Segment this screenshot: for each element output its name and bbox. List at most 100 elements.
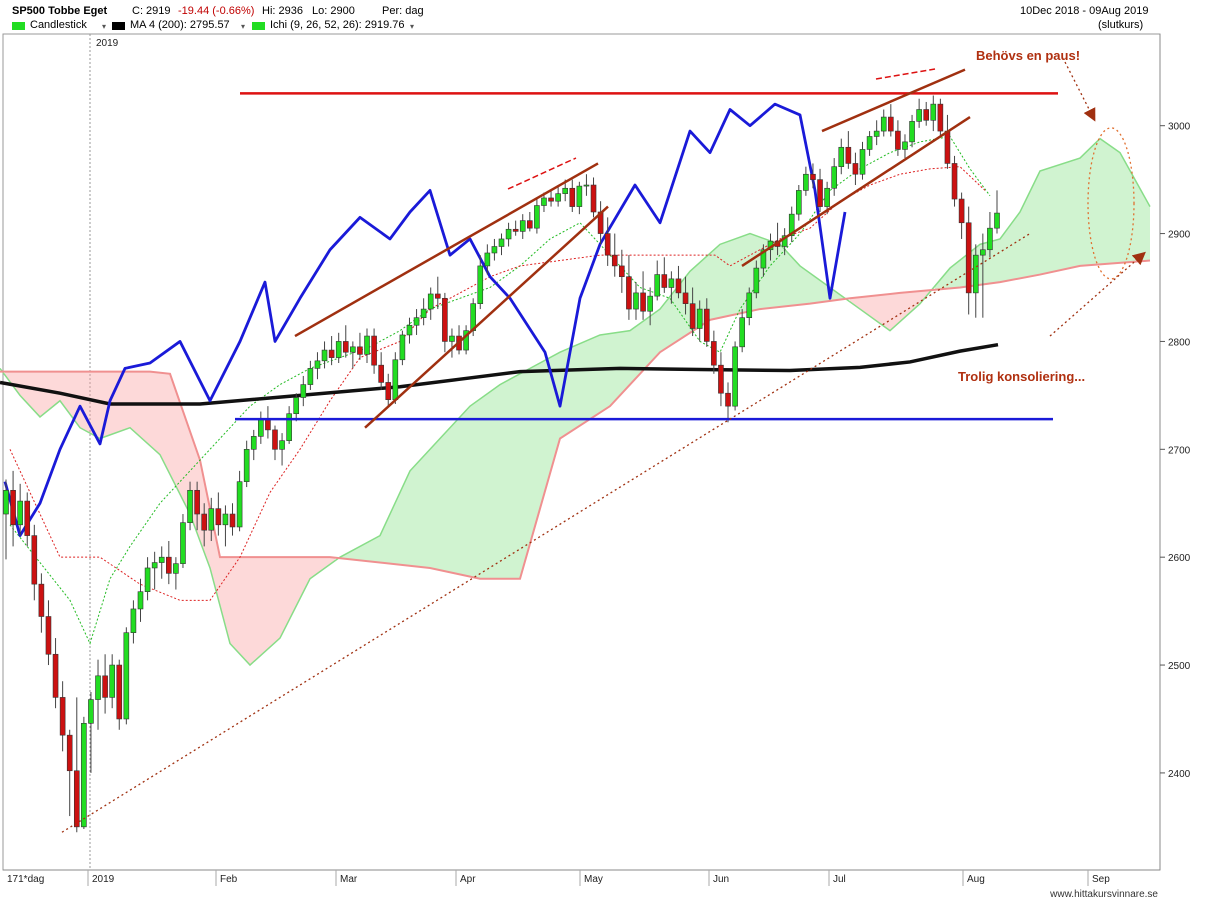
candle-down	[944, 130, 951, 164]
candle-down	[434, 293, 441, 299]
high-value: Hi: 2936	[262, 5, 303, 17]
candle-down	[442, 297, 448, 342]
candle-down	[689, 303, 696, 329]
candle-up	[427, 293, 434, 310]
candle-down	[45, 616, 52, 655]
cloud-green-area	[935, 138, 1150, 290]
candle-down	[923, 109, 930, 121]
candle-up	[987, 227, 993, 251]
candle-up	[562, 187, 569, 194]
candle-down	[10, 489, 16, 526]
candle-up	[463, 330, 469, 351]
x-tick-label: Aug	[967, 874, 985, 885]
candle-down	[817, 179, 823, 207]
y-tick-label: 2700	[1168, 445, 1191, 456]
candle-down	[611, 254, 618, 267]
candle-down	[640, 292, 646, 312]
candle-up	[873, 130, 880, 137]
candle-up	[279, 440, 285, 450]
senkou-a-line	[0, 137, 1151, 667]
candle-up	[137, 591, 144, 610]
candle-down	[852, 163, 859, 175]
candle-up	[477, 265, 484, 304]
target-ellipse	[1087, 127, 1135, 280]
candle-up	[647, 295, 653, 312]
candle-up	[151, 562, 158, 569]
candle-down	[965, 222, 972, 294]
candle-down	[845, 146, 852, 164]
candle-up	[880, 116, 887, 132]
cloud-green-area	[340, 233, 845, 579]
candle-up	[831, 166, 837, 189]
candle-up	[321, 349, 328, 362]
candle-up	[633, 292, 639, 310]
candle-up	[109, 664, 115, 698]
chikou-line	[3, 102, 847, 537]
candle-down	[604, 233, 611, 256]
legend-swatch-ichimoku	[252, 22, 265, 30]
annotation-consolidation: Trolig konsoliering...	[958, 369, 1085, 384]
candle-up	[824, 187, 830, 207]
legend-dropdown-icon[interactable]: ▾	[102, 22, 107, 31]
x-tick-label: Apr	[460, 874, 476, 885]
legend-dropdown-icon[interactable]: ▾	[410, 22, 415, 31]
trend-channel-line	[294, 162, 599, 338]
candle-up	[491, 246, 498, 254]
candle-up	[293, 397, 300, 415]
candle-up	[980, 249, 986, 256]
candle-up	[788, 213, 795, 237]
y-tick-label: 2800	[1168, 337, 1191, 348]
trend-channel-line	[364, 205, 609, 429]
ichimoku-cloud	[0, 137, 1151, 667]
candle-down	[328, 349, 335, 358]
candle-up	[916, 109, 922, 122]
trend-channel-line	[821, 68, 966, 133]
candle-up	[406, 324, 413, 336]
candle-up	[335, 341, 342, 358]
candle-up	[534, 205, 540, 229]
peak-marker-line	[875, 68, 936, 80]
y-tick-label: 2900	[1168, 230, 1191, 241]
candle-down	[661, 274, 668, 288]
candle-down	[937, 103, 944, 132]
candle-down	[166, 556, 172, 574]
candle-up	[541, 197, 547, 206]
legend-dropdown-icon[interactable]: ▾	[241, 22, 246, 31]
candle-up	[760, 249, 767, 269]
trend-channel-line	[741, 116, 971, 267]
candle-up	[350, 346, 356, 353]
candle-up	[583, 184, 590, 187]
candle-down	[548, 197, 554, 202]
candle-down	[215, 508, 222, 526]
chart-header: SP500 Tobbe Eget C: 2919 -19.44 (-0.66%)…	[0, 0, 1160, 34]
period-value: Per: dag	[382, 5, 424, 17]
candle-up	[420, 308, 427, 319]
candle-down	[590, 184, 597, 213]
date-range: 10Dec 2018 - 09Aug 2019	[1020, 5, 1149, 17]
y-axis: 2400 2500 2600 2700 2800 2900 3000	[1159, 34, 1191, 870]
candle-up	[187, 489, 193, 523]
candle-up	[258, 418, 264, 437]
footer-url[interactable]: www.hittakursvinnare.se	[1050, 889, 1158, 900]
candle-up	[484, 252, 491, 267]
x-tick-label: Jun	[713, 874, 729, 885]
chart-title: SP500 Tobbe Eget	[12, 5, 108, 17]
candle-down	[951, 163, 958, 200]
candle-down	[59, 697, 66, 736]
candle-up	[81, 722, 87, 828]
candle-up	[795, 190, 802, 215]
change-value: -19.44 (-0.66%)	[178, 5, 255, 17]
candle-up	[236, 481, 243, 528]
cloud-red-area	[850, 290, 930, 331]
candle-up	[286, 413, 292, 441]
candle-up	[696, 308, 703, 329]
candle-down	[229, 513, 236, 528]
user-drawings	[61, 61, 1146, 833]
candle-down	[895, 130, 901, 150]
candle-down	[194, 489, 200, 515]
candle-down	[371, 335, 377, 366]
indicator-lines	[0, 102, 999, 645]
candle-down	[527, 220, 533, 229]
y-tick-label: 2600	[1168, 553, 1191, 564]
